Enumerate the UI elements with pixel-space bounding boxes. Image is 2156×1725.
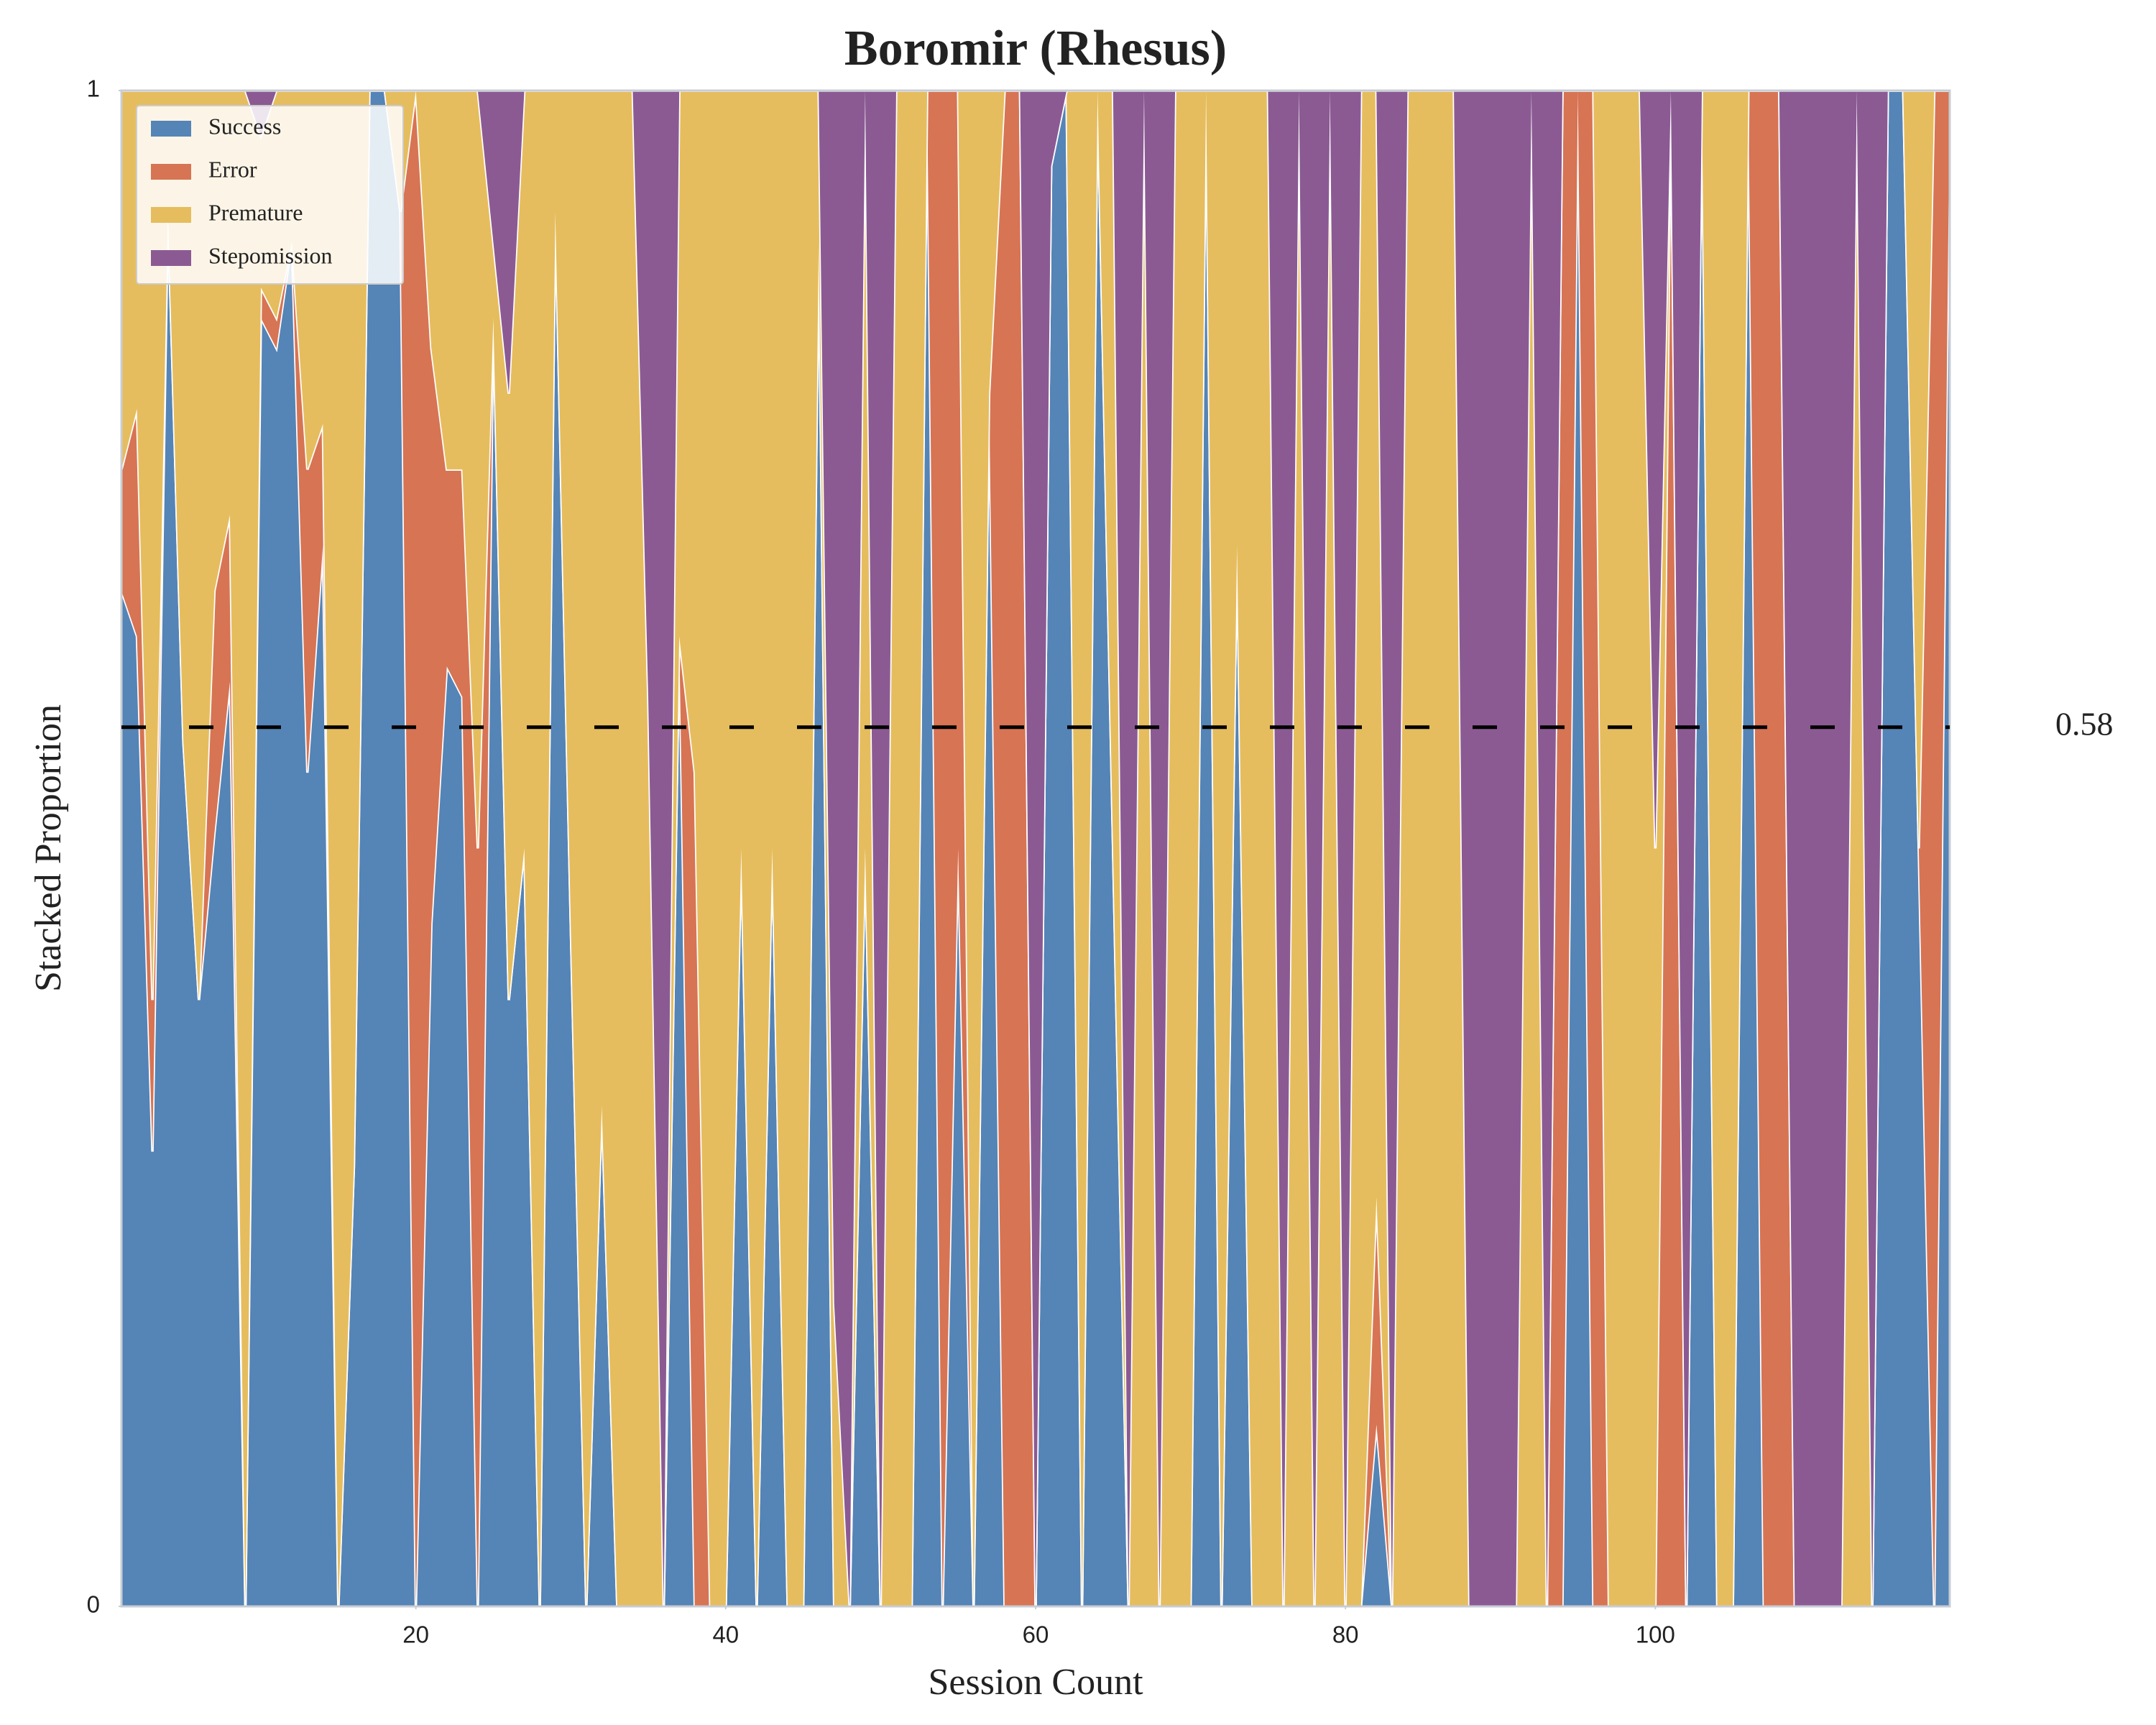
- area: [121, 91, 1950, 1606]
- legend: Success Error Premature Stepomission: [136, 105, 404, 285]
- y-tick-label: 0: [87, 1591, 100, 1618]
- chart-title: Boromir (Rhesus): [844, 21, 1227, 76]
- legend-label: Error: [208, 156, 257, 182]
- x-tick-label: 60: [1023, 1622, 1049, 1648]
- legend-label: Success: [208, 113, 281, 139]
- y-axis-label: Stacked Proportion: [28, 704, 69, 992]
- area: [121, 91, 1950, 1606]
- legend-swatch: [151, 121, 191, 137]
- x-tick-label: 80: [1332, 1622, 1359, 1648]
- y-tick-label: 1: [87, 75, 100, 102]
- legend-swatch: [151, 250, 191, 266]
- legend-label: Premature: [208, 199, 303, 225]
- legend-swatch: [151, 207, 191, 223]
- legend-swatch: [151, 164, 191, 180]
- x-tick-label: 40: [712, 1622, 739, 1648]
- x-tick-label: 100: [1636, 1622, 1675, 1648]
- x-tick-label: 20: [402, 1622, 429, 1648]
- reference-label: 0.58: [2055, 705, 2114, 742]
- plot-area: [120, 89, 1951, 1608]
- x-axis-label: Session Count: [928, 1662, 1143, 1703]
- legend-box: [136, 105, 404, 285]
- legend-label: Stepomission: [208, 242, 332, 268]
- area: [121, 91, 1950, 1606]
